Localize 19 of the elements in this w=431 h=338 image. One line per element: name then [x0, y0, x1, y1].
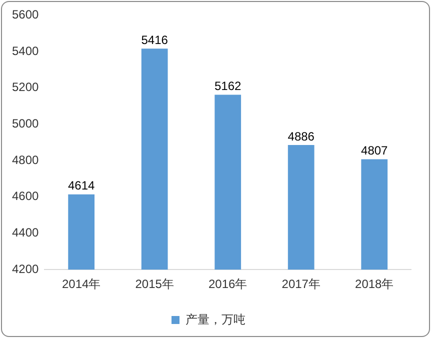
y-tick-label: 4400 — [12, 226, 40, 240]
data-label: 4614 — [68, 178, 95, 193]
y-tick-label: 4800 — [12, 152, 40, 167]
data-label: 5416 — [141, 32, 168, 47]
legend-label: 产量，万吨 — [186, 312, 246, 326]
y-tick-label: 4200 — [12, 262, 40, 276]
data-label: 4807 — [361, 144, 388, 158]
x-tick-label: 2017年 — [282, 277, 320, 292]
x-tick-label: 2015年 — [135, 277, 174, 292]
x-tick-label: 2014年 — [62, 277, 101, 292]
data-label: 4886 — [288, 129, 315, 144]
y-tick-label: 5200 — [12, 80, 40, 94]
y-tick-label: 5000 — [12, 116, 40, 131]
y-tick-label: 5400 — [12, 44, 40, 58]
x-tick-label: 2016年 — [208, 277, 248, 292]
y-tick-label: 5600 — [12, 8, 40, 22]
data-label: 5162 — [214, 79, 242, 94]
y-tick-label: 4600 — [12, 189, 40, 204]
x-tick-label: 2018年 — [355, 277, 394, 292]
